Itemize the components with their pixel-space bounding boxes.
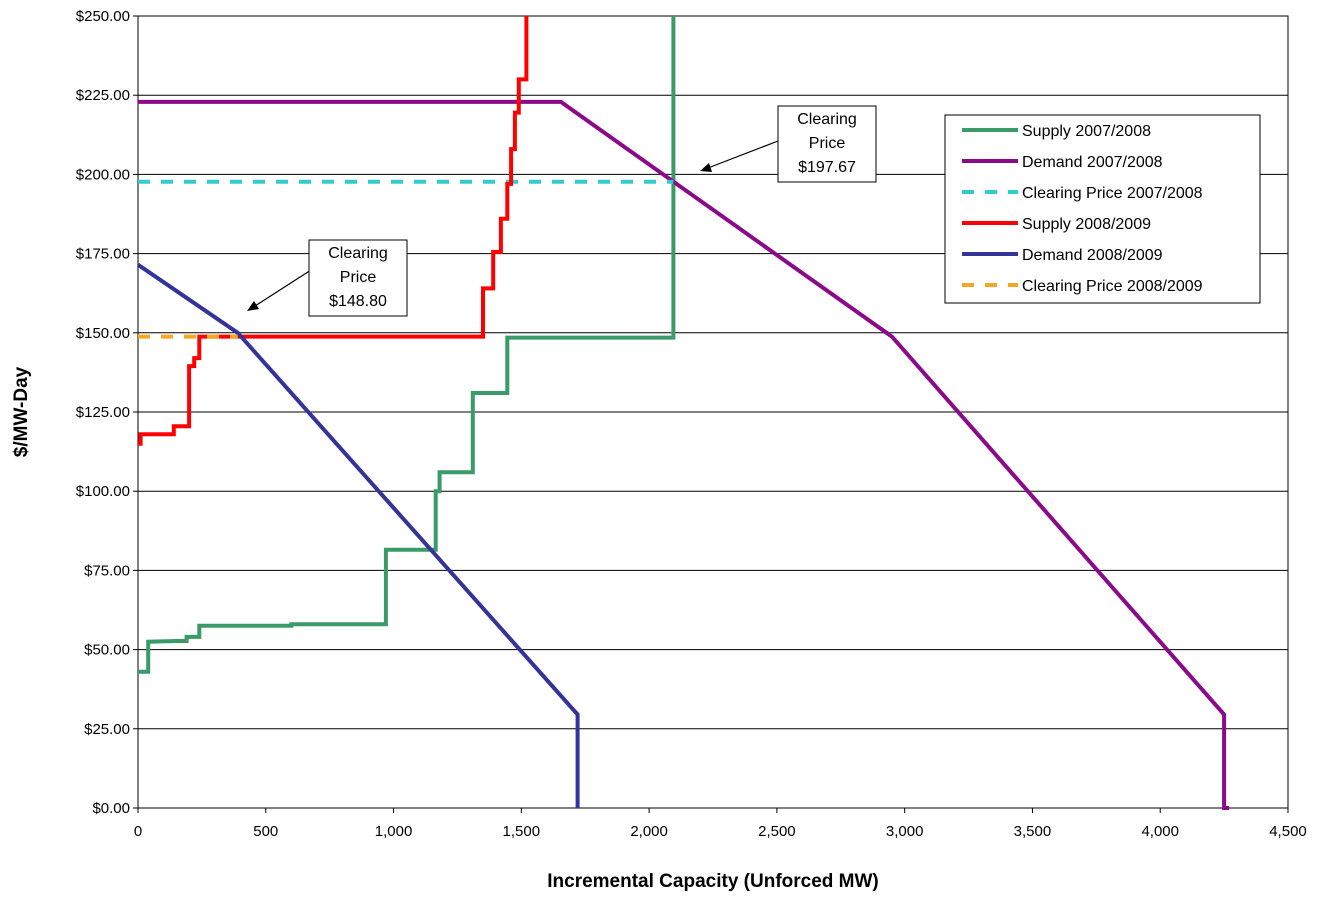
y-axis-ticks: $0.00 $25.00 $50.00 $75.00 $100.00 $125.00 $15… <box>76 8 138 817</box>
annotation-label-2008: Clearing <box>328 245 388 262</box>
x-tick-label: 2,000 <box>630 823 668 840</box>
annotation-box-2007 <box>777 105 877 183</box>
series-line-4 <box>138 16 529 446</box>
x-axis-title: Incremental Capacity (Unforced MW) <box>547 871 879 892</box>
annotation-arrowhead-2008 <box>247 301 259 311</box>
y-axis-title: $/MW-Day <box>11 366 32 457</box>
y-tick-label: $75.00 <box>84 562 130 579</box>
annotation-arrow-2007 <box>707 140 779 169</box>
x-tick-label: 500 <box>253 823 278 840</box>
annotation-label2-2007: Price <box>809 135 846 152</box>
y-tick-label: $50.00 <box>84 642 130 659</box>
annotation-value-2008: $148.80 <box>329 293 387 310</box>
series-line-2 <box>138 99 1230 810</box>
annotation-box-2008 <box>308 239 408 317</box>
annotation-arrow-2008 <box>254 269 312 307</box>
legend: Supply 2007/2008 Demand 2007/2008 Clearing… <box>944 114 1261 304</box>
legend-label: Clearing Price 2007/2008 <box>1022 185 1203 202</box>
annotation-label2-2008: Price <box>340 269 377 286</box>
x-tick-label: 2,500 <box>758 823 796 840</box>
y-tick-label: $175.00 <box>76 246 130 263</box>
x-tick-label: 3,000 <box>886 823 924 840</box>
y-tick-label: $25.00 <box>84 721 130 738</box>
annotation-label-2007: Clearing <box>797 111 857 128</box>
legend-label: Clearing Price 2008/2009 <box>1022 278 1203 295</box>
y-tick-label: $0.00 <box>92 800 130 817</box>
legend-label: Supply 2008/2009 <box>1022 216 1151 233</box>
annotation-value-2007: $197.67 <box>798 159 856 176</box>
series-line-1 <box>138 16 676 674</box>
y-tick-label: $200.00 <box>76 166 130 183</box>
x-tick-label: 3,500 <box>1014 823 1052 840</box>
x-axis-ticks: 0 500 1,000 1,500 2,000 2,500 3,000 3,500 4,000 4… <box>134 808 1307 840</box>
legend-box <box>944 114 1261 304</box>
y-tick-label: $250.00 <box>76 8 130 25</box>
x-tick-label: 0 <box>134 823 142 840</box>
legend-label: Demand 2008/2009 <box>1022 247 1163 264</box>
annotation-arrowhead-2007 <box>700 163 712 172</box>
y-tick-label: $225.00 <box>76 87 130 104</box>
legend-label: Supply 2007/2008 <box>1022 123 1151 140</box>
x-tick-label: 4,500 <box>1269 823 1307 840</box>
x-tick-label: 1,500 <box>503 823 541 840</box>
legend-label: Demand 2007/2008 <box>1022 154 1163 171</box>
series-layer <box>136 16 1230 810</box>
annotation-clearing-price-2008: Clearing Price $148.80 <box>247 239 408 317</box>
x-tick-label: 1,000 <box>375 823 413 840</box>
x-tick-label: 4,000 <box>1141 823 1179 840</box>
y-tick-label: $125.00 <box>76 404 130 421</box>
y-tick-label: $100.00 <box>76 483 130 500</box>
annotation-clearing-price-2007: Clearing Price $197.67 <box>700 105 877 183</box>
series-line-5 <box>136 263 580 808</box>
y-tick-label: $150.00 <box>76 325 130 342</box>
